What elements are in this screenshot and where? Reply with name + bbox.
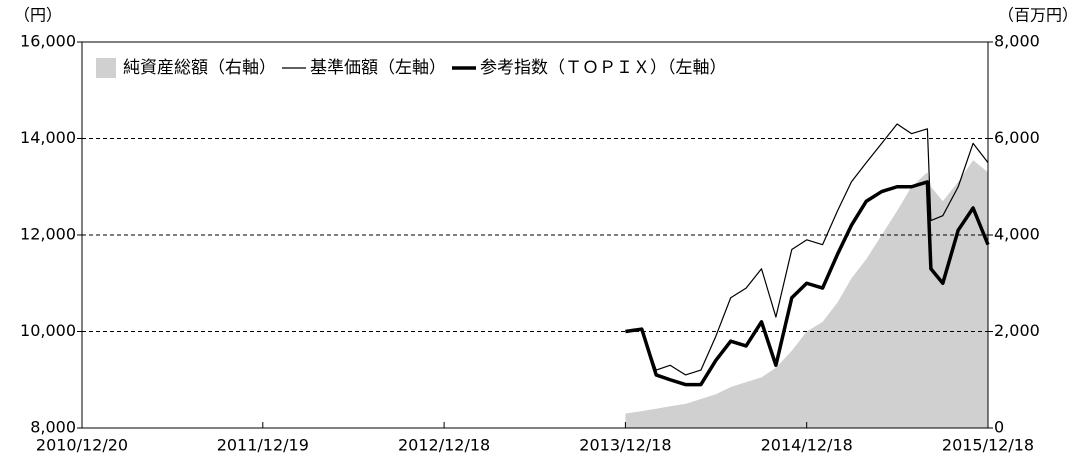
legend-label: 参考指数（ＴＯＰＩＸ）（左軸）: [480, 58, 727, 78]
y-tick-label: 14,000: [20, 128, 76, 147]
y-tick-label: 8,000: [30, 418, 76, 437]
legend-label: 純資産総額（右軸）: [123, 58, 276, 78]
x-tick-label: 2015/12/18: [942, 436, 1034, 455]
legend-swatch: [96, 58, 116, 78]
y-tick-label: 16,000: [20, 32, 76, 51]
line-series: [625, 123, 989, 376]
y-tick-label: 12,000: [20, 225, 76, 244]
plot-area: [625, 160, 988, 428]
area-series: [625, 160, 988, 428]
y-unit-label: （円）: [14, 6, 62, 25]
plot-frame: [81, 41, 989, 429]
x-tick-label: 2012/12/18: [398, 436, 490, 455]
y-tick-label: 10,000: [20, 321, 76, 340]
line-series: [625, 180, 990, 387]
x-tick-label: 2010/12/20: [36, 436, 128, 455]
x-tick-label: 2014/12/18: [761, 436, 853, 455]
y2-tick-label: 0: [994, 418, 1004, 437]
x-tick-label: 2011/12/19: [217, 436, 309, 455]
x-tick-label: 2013/12/18: [579, 436, 671, 455]
y2-unit-label: （百万円）: [998, 6, 1078, 25]
legend-label: 基準価額（左軸）: [310, 58, 446, 78]
legend: 純資産総額（右軸） 基準価額（左軸） 参考指数（ＴＯＰＩＸ）（左軸）: [96, 58, 727, 78]
y2-tick-label: 8,000: [994, 32, 1040, 51]
y2-tick-label: 6,000: [994, 128, 1040, 147]
y2-tick-label: 2,000: [994, 321, 1040, 340]
y2-tick-label: 4,000: [994, 225, 1040, 244]
